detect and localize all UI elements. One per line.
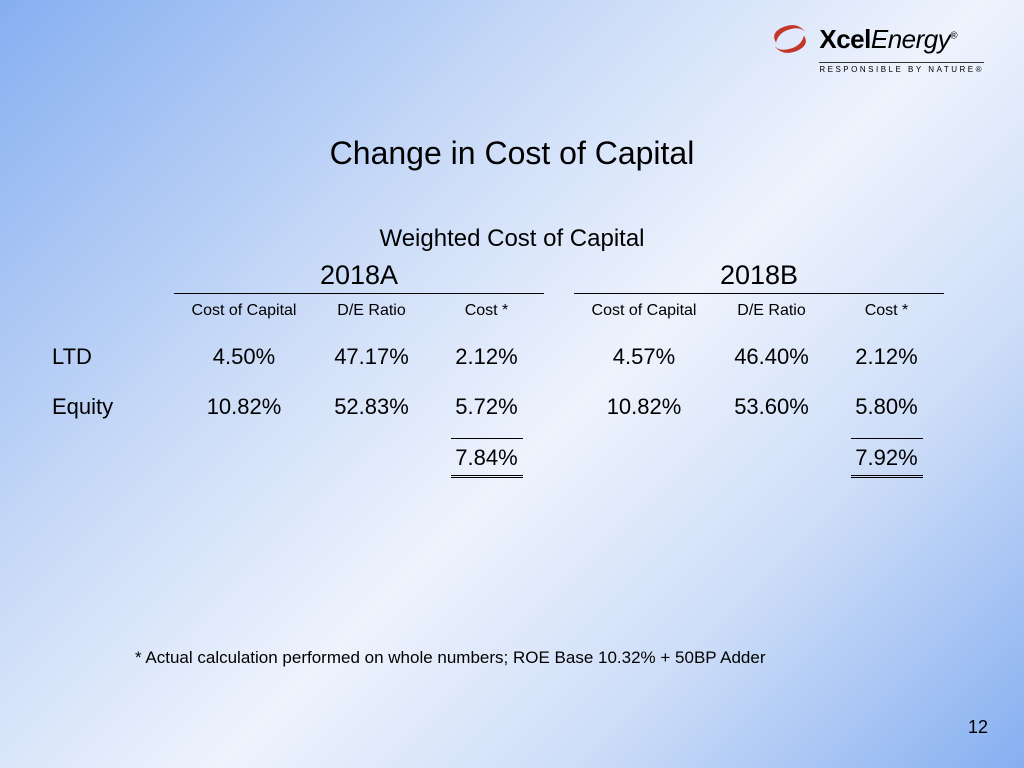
footnote: * Actual calculation performed on whole … [135,648,765,668]
total-b: 7.92% [829,438,944,478]
col-header: Cost of Capital [174,302,314,320]
total-a: 7.84% [429,438,544,478]
col-header: Cost * [429,302,544,320]
col-header: D/E Ratio [714,302,829,320]
row-label: LTD [52,344,174,370]
cell: 52.83% [314,394,429,420]
cell: 53.60% [714,394,829,420]
year-a: 2018A [174,260,544,294]
cell: 10.82% [174,394,314,420]
page-title: Change in Cost of Capital [0,135,1024,172]
page-subtitle: Weighted Cost of Capital [0,225,1024,253]
column-header-row: Cost of Capital D/E Ratio Cost * Cost of… [52,302,962,320]
year-header-row: 2018A 2018B [52,260,962,294]
cell: 5.72% [429,394,544,420]
cell: 2.12% [429,344,544,370]
cell: 47.17% [314,344,429,370]
cell: 10.82% [574,394,714,420]
col-header: Cost * [829,302,944,320]
cell: 46.40% [714,344,829,370]
cell: 2.12% [829,344,944,370]
table-row: LTD 4.50% 47.17% 2.12% 4.57% 46.40% 2.12… [52,344,962,370]
col-header: D/E Ratio [314,302,429,320]
cell: 4.57% [574,344,714,370]
cell: 4.50% [174,344,314,370]
capital-table: 2018A 2018B Cost of Capital D/E Ratio Co… [52,260,962,478]
cell: 5.80% [829,394,944,420]
logo-text: XcelEnergy® [819,24,957,55]
logo-tagline: RESPONSIBLE BY NATURE® [819,62,984,74]
company-logo: XcelEnergy® RESPONSIBLE BY NATURE® [769,18,984,74]
swirl-icon [769,18,811,60]
table-row: Equity 10.82% 52.83% 5.72% 10.82% 53.60%… [52,394,962,420]
total-row: 7.84% 7.92% [52,438,962,478]
col-header: Cost of Capital [574,302,714,320]
row-label: Equity [52,394,174,420]
year-b: 2018B [574,260,944,294]
page-number: 12 [968,717,988,738]
